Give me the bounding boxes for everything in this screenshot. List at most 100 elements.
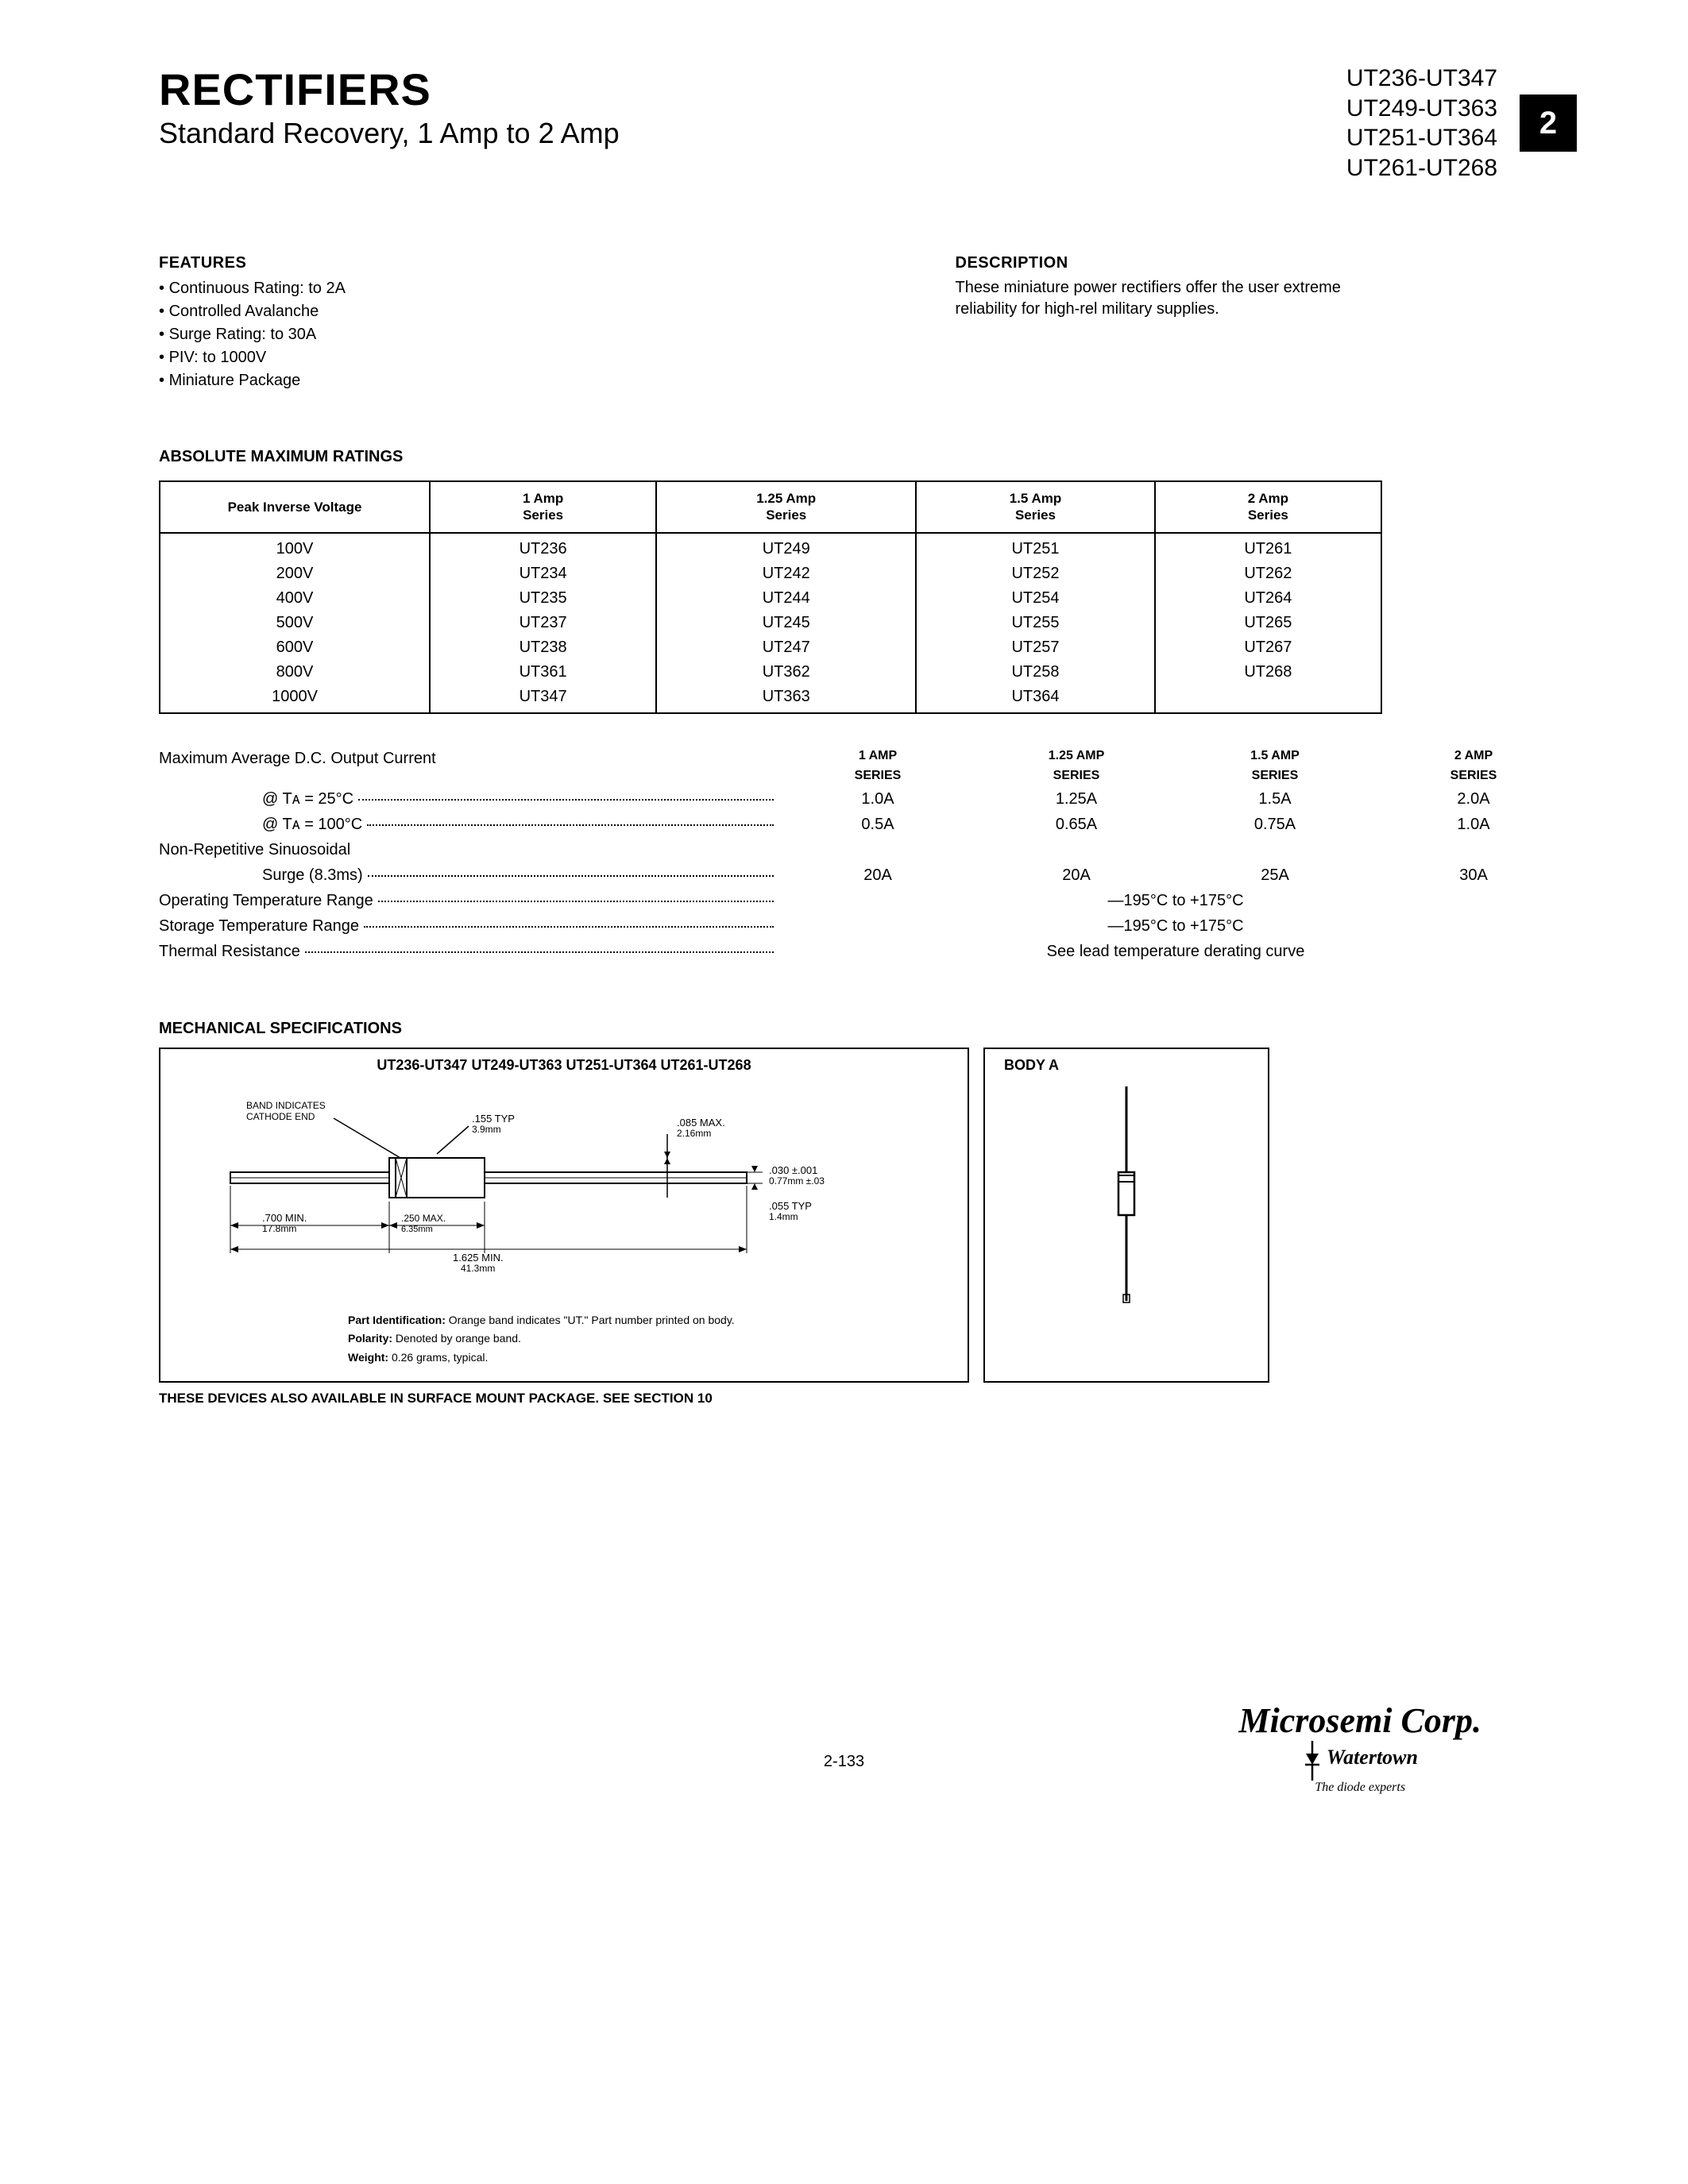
spec-row-storage: Storage Temperature Range —195°C to +175… xyxy=(159,913,1573,939)
table-cell: UT361 xyxy=(430,660,656,685)
table-row: 500VUT237UT245UT255UT265 xyxy=(160,611,1381,635)
dots xyxy=(364,926,774,928)
table-cell: 200V xyxy=(160,561,430,586)
feature-item: Continuous Rating: to 2A xyxy=(159,277,781,300)
svg-text:CATHODE END: CATHODE END xyxy=(246,1111,315,1122)
table-cell: UT255 xyxy=(916,611,1155,635)
part-range: UT249-UT363 xyxy=(1346,94,1497,124)
mechanical-notes: Part Identification: Orange band indicat… xyxy=(173,1313,955,1366)
svg-text:.030 ±.001: .030 ±.001 xyxy=(769,1164,817,1176)
svg-text:1.625 MIN.: 1.625 MIN. xyxy=(453,1252,504,1264)
body-a-drawing xyxy=(998,1078,1255,1309)
table-cell: UT237 xyxy=(430,611,656,635)
col-125amp: 1.25 AmpSeries xyxy=(656,481,916,533)
table-cell: UT262 xyxy=(1155,561,1381,586)
spec-label: Surge (8.3ms) xyxy=(159,862,363,888)
svg-text:6.35mm: 6.35mm xyxy=(401,1225,433,1234)
svg-text:2.16mm: 2.16mm xyxy=(677,1128,711,1139)
table-row: 1000VUT347UT363UT364 xyxy=(160,685,1381,713)
spec-label: @ Tᴀ = 100°C xyxy=(159,812,362,837)
spec-val: 0.5A xyxy=(778,812,977,837)
table-cell: UT235 xyxy=(430,586,656,611)
table-cell: UT258 xyxy=(916,660,1155,685)
series-header: 1.25 AMPSERIES xyxy=(977,746,1176,786)
mechanical-heading: MECHANICAL SPECIFICATIONS xyxy=(159,1020,1577,1038)
logo-main: Microsemi Corp. xyxy=(1238,1700,1481,1741)
table-cell: 500V xyxy=(160,611,430,635)
table-cell: 600V xyxy=(160,635,430,660)
svg-text:0.77mm ±.03: 0.77mm ±.03 xyxy=(769,1175,825,1187)
table-cell: UT251 xyxy=(916,533,1155,561)
part-range: UT261-UT268 xyxy=(1346,153,1497,183)
mech-left-title: UT236-UT347 UT249-UT363 UT251-UT364 UT26… xyxy=(173,1057,955,1074)
table-cell: UT363 xyxy=(656,685,916,713)
table-header-row: Peak Inverse Voltage 1 AmpSeries 1.25 Am… xyxy=(160,481,1381,533)
spec-val: 1.0A xyxy=(778,786,977,812)
description-column: DESCRIPTION These miniature power rectif… xyxy=(956,254,1578,392)
note-weight: Weight: 0.26 grams, typical. xyxy=(348,1350,812,1366)
spec-series-headers: Maximum Average D.C. Output Current 1 AM… xyxy=(159,746,1573,786)
series-header: 1.5 AMPSERIES xyxy=(1176,746,1374,786)
table-cell: UT242 xyxy=(656,561,916,586)
dots xyxy=(305,951,774,953)
part-range: UT251-UT364 xyxy=(1346,123,1497,153)
spec-val: 1.25A xyxy=(977,786,1176,812)
table-cell: UT264 xyxy=(1155,586,1381,611)
table-cell: 800V xyxy=(160,660,430,685)
section-badge: 2 xyxy=(1520,95,1577,152)
page-header: RECTIFIERS Standard Recovery, 1 Amp to 2… xyxy=(159,64,1577,183)
table-row: 600VUT238UT247UT257UT267 xyxy=(160,635,1381,660)
mechanical-drawing-box: UT236-UT347 UT249-UT363 UT251-UT364 UT26… xyxy=(159,1048,969,1383)
table-cell: UT249 xyxy=(656,533,916,561)
spec-val: 30A xyxy=(1374,862,1573,888)
surface-mount-note: THESE DEVICES ALSO AVAILABLE IN SURFACE … xyxy=(159,1391,1577,1406)
body-a-title: BODY A xyxy=(998,1057,1255,1074)
main-title: RECTIFIERS xyxy=(159,64,620,115)
spec-val: —195°C to +175°C xyxy=(778,888,1573,913)
spec-val: 20A xyxy=(778,862,977,888)
table-cell: UT238 xyxy=(430,635,656,660)
spec-label: Operating Temperature Range xyxy=(159,888,373,913)
table-cell: 1000V xyxy=(160,685,430,713)
svg-text:.085 MAX.: .085 MAX. xyxy=(677,1117,725,1129)
table-cell: UT364 xyxy=(916,685,1155,713)
table-cell: UT247 xyxy=(656,635,916,660)
dots xyxy=(367,824,774,826)
logo-tagline: The diode experts xyxy=(1238,1781,1481,1795)
table-cell: UT267 xyxy=(1155,635,1381,660)
feature-item: PIV: to 1000V xyxy=(159,346,781,369)
spec-row-thermal: Thermal Resistance See lead temperature … xyxy=(159,939,1573,964)
table-row: 200VUT234UT242UT252UT262 xyxy=(160,561,1381,586)
features-list: Continuous Rating: to 2A Controlled Aval… xyxy=(159,277,781,392)
table-cell: UT254 xyxy=(916,586,1155,611)
company-logo: Microsemi Corp. Watertown The diode expe… xyxy=(1238,1700,1481,1795)
table-cell: 400V xyxy=(160,586,430,611)
logo-sub-row: Watertown xyxy=(1238,1741,1481,1781)
table-cell: UT265 xyxy=(1155,611,1381,635)
table-cell: UT234 xyxy=(430,561,656,586)
feature-item: Controlled Avalanche xyxy=(159,300,781,323)
body-a-box: BODY A xyxy=(983,1048,1269,1383)
spec-val: 20A xyxy=(977,862,1176,888)
table-cell: UT245 xyxy=(656,611,916,635)
table-cell: 100V xyxy=(160,533,430,561)
spec-val: 0.75A xyxy=(1176,812,1374,837)
col-1amp: 1 AmpSeries xyxy=(430,481,656,533)
table-row: 100VUT236UT249UT251UT261 xyxy=(160,533,1381,561)
note-polarity: Polarity: Denoted by orange band. xyxy=(348,1331,812,1347)
features-column: FEATURES Continuous Rating: to 2A Contro… xyxy=(159,254,781,392)
col-piv: Peak Inverse Voltage xyxy=(160,481,430,533)
col-15amp: 1.5 AmpSeries xyxy=(916,481,1155,533)
spec-row-optemp: Operating Temperature Range —195°C to +1… xyxy=(159,888,1573,913)
spec-val: See lead temperature derating curve xyxy=(778,939,1573,964)
dots xyxy=(378,901,774,902)
page-number: 2-133 xyxy=(824,1753,864,1771)
spec-label: Non-Repetitive Sinuosoidal xyxy=(159,837,350,862)
spec-val: 25A xyxy=(1176,862,1374,888)
svg-text:1.4mm: 1.4mm xyxy=(769,1211,798,1222)
series-header: 2 AMPSERIES xyxy=(1374,746,1573,786)
spec-val: 0.65A xyxy=(977,812,1176,837)
feature-item: Surge Rating: to 30A xyxy=(159,323,781,346)
spec-label: Thermal Resistance xyxy=(159,939,300,964)
spec-row-nonrep: Non-Repetitive Sinuosoidal xyxy=(159,837,1573,862)
